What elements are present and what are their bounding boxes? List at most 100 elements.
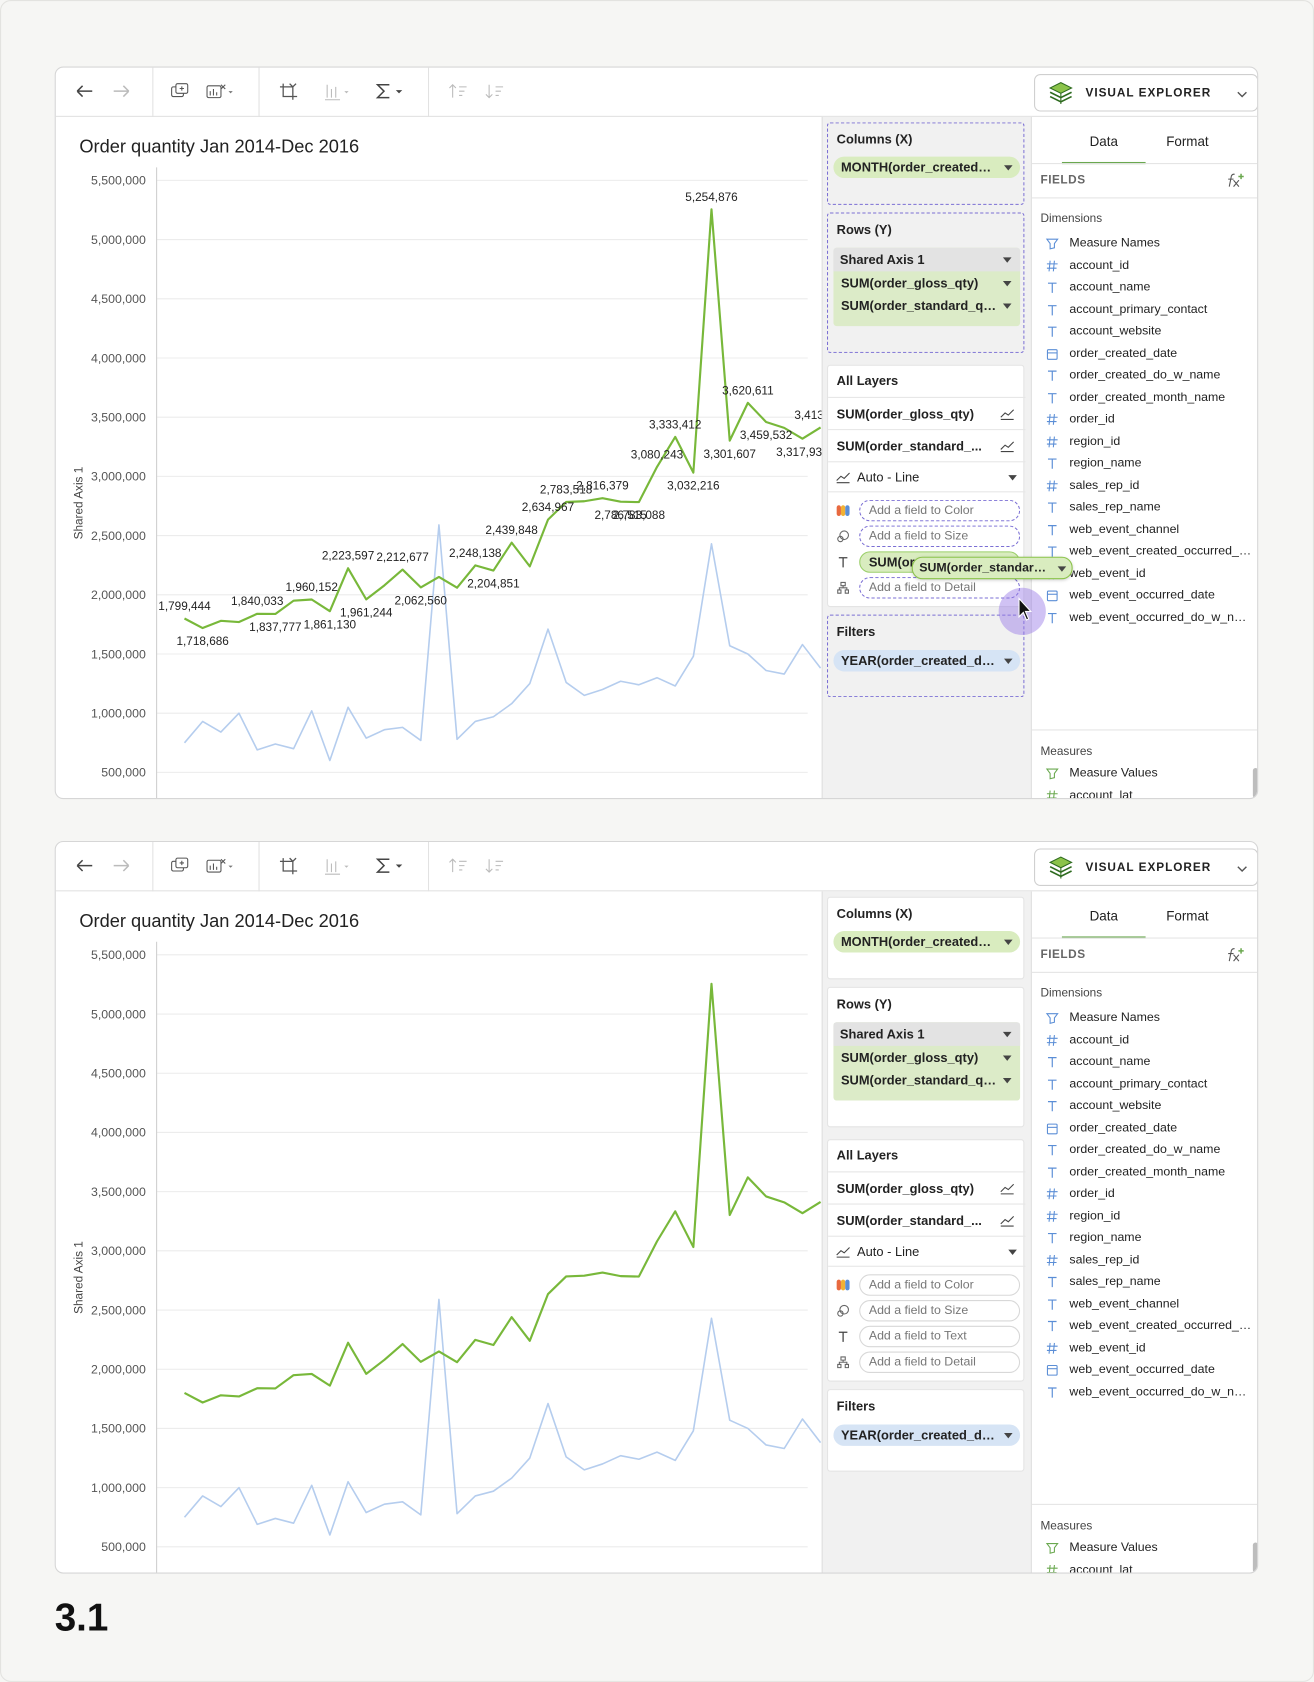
field-item[interactable]: web_event_channel xyxy=(1032,519,1257,540)
tab[interactable]: Format xyxy=(1146,896,1230,939)
dropdown-caret[interactable] xyxy=(1004,165,1013,171)
field-item[interactable]: account_lat xyxy=(1032,1560,1257,1573)
field-item[interactable]: order_created_date xyxy=(1032,343,1257,364)
toolbar-button[interactable] xyxy=(448,83,476,101)
field-pill[interactable]: SUM(order_standard_qty) xyxy=(833,1069,1020,1090)
filter-pill[interactable]: YEAR(order_created_date) xyxy=(833,650,1021,672)
encoding-slot[interactable]: Add a field to Size xyxy=(859,525,1021,548)
dropdown-caret[interactable] xyxy=(1002,303,1012,309)
field-item[interactable]: account_id xyxy=(1032,1029,1257,1050)
dropdown-caret[interactable] xyxy=(1002,1078,1012,1084)
field-item[interactable]: region_id xyxy=(1032,431,1257,452)
app-switcher[interactable]: VISUAL EXPLORER xyxy=(1034,74,1258,112)
field-item[interactable]: sales_rep_id xyxy=(1032,1249,1257,1270)
toolbar-button[interactable] xyxy=(206,83,234,101)
dropdown-caret[interactable] xyxy=(1008,1249,1017,1256)
layer-item[interactable]: SUM(order_standard_... xyxy=(828,1205,1025,1236)
toolbar-button[interactable] xyxy=(448,857,476,875)
encoding-slot[interactable]: Add a field to Color xyxy=(859,499,1021,522)
formula-button[interactable] xyxy=(1223,947,1244,962)
field-item[interactable]: region_id xyxy=(1032,1205,1257,1226)
shared-axis-header[interactable]: Shared Axis 1 xyxy=(833,1022,1021,1046)
dropdown-caret[interactable] xyxy=(1002,1031,1012,1038)
field-item[interactable]: account_primary_contact xyxy=(1032,299,1257,320)
toolbar-button[interactable] xyxy=(112,83,140,101)
field-item[interactable]: sales_rep_id xyxy=(1032,475,1257,496)
formula-button[interactable] xyxy=(1223,173,1244,188)
encoding-slot[interactable]: Add a field to Size xyxy=(859,1300,1021,1322)
field-item[interactable]: account_primary_contact xyxy=(1032,1073,1257,1094)
tab[interactable]: Data xyxy=(1061,121,1146,165)
toolbar-button[interactable] xyxy=(324,857,352,875)
field-item[interactable]: web_event_id xyxy=(1032,1337,1257,1358)
dropdown-caret[interactable] xyxy=(1057,566,1067,572)
field-item[interactable]: region_name xyxy=(1032,1227,1257,1248)
shared-axis-header[interactable]: Shared Axis 1 xyxy=(833,247,1021,272)
toolbar-button[interactable] xyxy=(75,83,103,101)
toolbar-button[interactable] xyxy=(112,857,140,875)
toolbar-button[interactable] xyxy=(375,857,403,875)
field-item[interactable]: Measure Values xyxy=(1032,1537,1257,1558)
encoding-slot[interactable]: Add a field to Color xyxy=(859,1274,1021,1296)
field-item[interactable]: order_created_date xyxy=(1032,1117,1257,1138)
toolbar-button[interactable] xyxy=(279,83,307,101)
field-pill[interactable]: SUM(order_standard_qty) xyxy=(833,295,1020,316)
tab[interactable]: Format xyxy=(1146,121,1230,164)
field-item[interactable]: region_name xyxy=(1032,453,1257,474)
toolbar-button[interactable] xyxy=(169,83,197,101)
field-item[interactable]: web_event_channel xyxy=(1032,1293,1257,1314)
field-item[interactable]: web_event_occurred_do_w_name xyxy=(1032,607,1257,628)
field-item[interactable]: web_event_created_occurred_na... xyxy=(1032,541,1257,562)
field-pill[interactable]: SUM(order_gloss_qty) xyxy=(833,272,1020,293)
dropdown-caret[interactable] xyxy=(1004,658,1013,664)
layer-item[interactable]: SUM(order_gloss_qty) xyxy=(828,1172,1025,1203)
field-item[interactable]: Measure Values xyxy=(1032,763,1257,784)
field-item[interactable]: account_lat xyxy=(1032,785,1257,799)
field-item[interactable]: sales_rep_name xyxy=(1032,1271,1257,1292)
dropdown-caret[interactable] xyxy=(1002,1055,1012,1061)
field-item[interactable]: order_created_month_name xyxy=(1032,1161,1257,1182)
toolbar-button[interactable] xyxy=(375,83,403,101)
toolbar-button[interactable] xyxy=(485,83,513,101)
tab[interactable]: Data xyxy=(1061,896,1146,939)
encoding-slot[interactable]: Add a field to Detail xyxy=(859,1351,1021,1373)
scrollbar[interactable] xyxy=(1252,1542,1258,1573)
field-item[interactable]: Measure Names xyxy=(1032,233,1257,254)
field-item[interactable]: order_created_do_w_name xyxy=(1032,1139,1257,1160)
field-item[interactable]: order_id xyxy=(1032,409,1257,430)
field-item[interactable]: account_id xyxy=(1032,255,1257,276)
field-item[interactable]: web_event_occurred_date xyxy=(1032,1359,1257,1380)
field-item[interactable]: order_created_month_name xyxy=(1032,387,1257,408)
field-item[interactable]: web_event_created_occurred_na... xyxy=(1032,1315,1257,1336)
layer-item[interactable]: SUM(order_gloss_qty) xyxy=(828,398,1025,429)
field-item[interactable]: account_website xyxy=(1032,1095,1257,1116)
mark-type-select[interactable]: Auto - Line xyxy=(828,462,1025,491)
toolbar-button[interactable] xyxy=(485,857,513,875)
filter-pill[interactable]: YEAR(order_created_date) xyxy=(833,1424,1021,1446)
toolbar-button[interactable] xyxy=(279,857,307,875)
field-item[interactable]: order_created_do_w_name xyxy=(1032,365,1257,386)
field-item[interactable]: Measure Names xyxy=(1032,1007,1257,1028)
field-item[interactable]: account_name xyxy=(1032,1051,1257,1072)
app-switcher[interactable]: VISUAL EXPLORER xyxy=(1034,848,1258,887)
field-item[interactable]: account_website xyxy=(1032,321,1257,342)
mark-type-select[interactable]: Auto - Line xyxy=(828,1237,1025,1266)
field-pill[interactable]: MONTH(order_created_d... xyxy=(833,931,1021,953)
toolbar-button[interactable] xyxy=(324,83,352,101)
toolbar-button[interactable] xyxy=(206,857,234,875)
encoding-slot[interactable]: Add a field to Detail xyxy=(859,577,1021,599)
dropdown-caret[interactable] xyxy=(1008,475,1017,481)
field-item[interactable]: account_name xyxy=(1032,277,1257,298)
scrollbar[interactable] xyxy=(1252,768,1258,799)
toolbar-button[interactable] xyxy=(169,857,197,875)
field-pill[interactable]: MONTH(order_created_d... xyxy=(833,156,1021,179)
layer-item[interactable]: SUM(order_standard_... xyxy=(828,430,1025,461)
field-item[interactable]: web_event_occurred_date xyxy=(1032,585,1257,606)
dropdown-caret[interactable] xyxy=(1004,1433,1013,1439)
field-item[interactable]: web_event_occurred_do_w_name xyxy=(1032,1381,1257,1402)
dropdown-caret[interactable] xyxy=(1002,281,1012,287)
dropdown-caret[interactable] xyxy=(1004,939,1013,946)
toolbar-button[interactable] xyxy=(75,857,103,875)
dropdown-caret[interactable] xyxy=(1002,257,1012,263)
field-item[interactable]: sales_rep_name xyxy=(1032,497,1257,518)
